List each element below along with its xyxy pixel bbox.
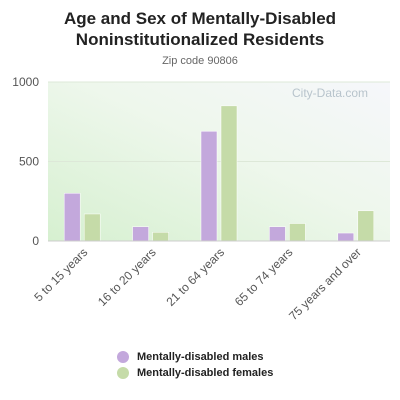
x-tick-label: 75 years and over: [286, 245, 364, 323]
bar-females: [357, 210, 375, 242]
bar-females: [289, 223, 306, 242]
x-tick-label: 65 to 74 years: [232, 245, 296, 309]
legend-swatch-males: [117, 351, 129, 363]
watermark-text: City-Data.com: [292, 86, 368, 100]
chart-title: Age and Sex of Mentally-Disabled Noninsti…: [63, 9, 337, 49]
bar-females: [83, 213, 101, 242]
y-tick-label: 0: [32, 234, 39, 248]
bar-females: [152, 232, 169, 242]
bar-males: [63, 193, 81, 242]
chart-legend: Mentally-disabled males Mentally-disable…: [117, 349, 273, 381]
bar-males: [132, 226, 149, 242]
legend-item-males: Mentally-disabled males: [117, 349, 273, 365]
legend-label-females: Mentally-disabled females: [137, 367, 274, 379]
legend-label-males: Mentally-disabled males: [137, 351, 264, 363]
bar-females: [220, 105, 238, 242]
x-tick-label: 16 to 20 years: [95, 245, 159, 309]
bar-males: [269, 226, 286, 242]
bar-males: [200, 131, 218, 242]
legend-swatch-females: [117, 367, 129, 379]
legend-item-females: Mentally-disabled females: [117, 365, 273, 381]
x-tick-label: 5 to 15 years: [31, 245, 90, 304]
y-tick-label: 500: [19, 155, 39, 169]
x-tick-label: 21 to 64 years: [163, 245, 227, 309]
chart-subtitle: Zip code 90806: [162, 55, 238, 67]
y-tick-label: 1000: [12, 75, 39, 89]
bar-males: [337, 232, 355, 242]
